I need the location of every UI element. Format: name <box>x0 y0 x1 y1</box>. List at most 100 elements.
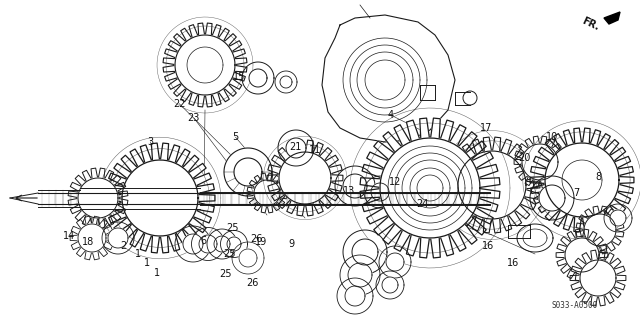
Text: 17: 17 <box>480 122 493 133</box>
Polygon shape <box>382 277 398 293</box>
Polygon shape <box>105 143 215 253</box>
Polygon shape <box>108 228 128 248</box>
Polygon shape <box>380 138 480 238</box>
Text: 6: 6 <box>200 236 207 246</box>
Polygon shape <box>343 174 367 198</box>
Text: 26: 26 <box>246 278 259 288</box>
Text: 16: 16 <box>507 258 520 268</box>
Text: 1: 1 <box>154 268 160 278</box>
Polygon shape <box>348 263 372 287</box>
Text: 8: 8 <box>595 172 602 182</box>
Polygon shape <box>280 76 292 88</box>
Text: 26: 26 <box>250 234 262 244</box>
Polygon shape <box>249 69 267 87</box>
Polygon shape <box>379 246 411 278</box>
Text: 1: 1 <box>144 258 150 268</box>
Polygon shape <box>522 144 558 180</box>
Polygon shape <box>122 160 198 236</box>
Polygon shape <box>38 190 80 207</box>
Polygon shape <box>360 118 500 258</box>
Text: 5: 5 <box>232 132 239 142</box>
Polygon shape <box>458 151 526 219</box>
Polygon shape <box>335 166 375 206</box>
Polygon shape <box>191 227 225 261</box>
Polygon shape <box>267 140 343 216</box>
Polygon shape <box>604 12 620 24</box>
Polygon shape <box>68 168 128 228</box>
Polygon shape <box>207 229 237 259</box>
Polygon shape <box>279 152 331 204</box>
Text: 13: 13 <box>342 186 355 197</box>
Polygon shape <box>570 250 626 306</box>
Polygon shape <box>239 249 257 267</box>
Polygon shape <box>275 71 297 93</box>
Polygon shape <box>227 237 241 251</box>
Polygon shape <box>214 236 230 252</box>
Text: 3: 3 <box>147 137 154 147</box>
Polygon shape <box>337 278 373 314</box>
Polygon shape <box>604 204 632 232</box>
Text: 25: 25 <box>219 269 232 279</box>
Polygon shape <box>530 176 574 220</box>
Text: 18: 18 <box>81 237 94 248</box>
Polygon shape <box>539 185 565 211</box>
Text: FR.: FR. <box>580 16 601 32</box>
Polygon shape <box>345 286 365 306</box>
Polygon shape <box>278 130 314 166</box>
Polygon shape <box>70 216 114 260</box>
Polygon shape <box>514 136 566 188</box>
Polygon shape <box>183 234 203 254</box>
Text: 7: 7 <box>573 188 579 198</box>
Polygon shape <box>242 62 274 94</box>
Polygon shape <box>232 242 264 274</box>
Polygon shape <box>444 137 540 233</box>
Polygon shape <box>610 210 626 226</box>
Polygon shape <box>530 128 634 232</box>
Text: S033-A0500: S033-A0500 <box>552 300 598 309</box>
Polygon shape <box>175 35 235 95</box>
Text: 4: 4 <box>387 110 394 120</box>
Polygon shape <box>199 235 217 253</box>
Text: 20: 20 <box>518 153 531 163</box>
Polygon shape <box>224 148 272 196</box>
Text: 15: 15 <box>232 71 245 82</box>
Text: 24: 24 <box>416 199 429 209</box>
Polygon shape <box>78 224 106 252</box>
Polygon shape <box>38 193 490 204</box>
Polygon shape <box>580 260 616 296</box>
Polygon shape <box>102 222 134 254</box>
Text: 2: 2 <box>120 241 127 251</box>
Polygon shape <box>364 176 396 208</box>
Polygon shape <box>343 230 387 274</box>
Text: 12: 12 <box>389 177 402 187</box>
Polygon shape <box>576 206 624 254</box>
Polygon shape <box>234 158 262 186</box>
Text: 11: 11 <box>308 145 321 155</box>
Text: 25: 25 <box>226 223 239 233</box>
Polygon shape <box>584 214 616 246</box>
Text: 1: 1 <box>134 249 141 259</box>
Polygon shape <box>371 183 389 201</box>
Polygon shape <box>78 178 118 218</box>
Polygon shape <box>545 143 619 217</box>
Polygon shape <box>163 23 247 107</box>
Polygon shape <box>247 173 287 213</box>
Polygon shape <box>340 255 380 295</box>
Polygon shape <box>286 138 306 158</box>
Polygon shape <box>565 238 599 272</box>
Text: 10: 10 <box>545 132 558 142</box>
Polygon shape <box>556 229 608 281</box>
Polygon shape <box>254 180 280 206</box>
Text: 9: 9 <box>288 239 294 249</box>
Text: 19: 19 <box>255 237 268 248</box>
Text: 21: 21 <box>289 142 302 152</box>
Text: 23: 23 <box>188 113 200 123</box>
Polygon shape <box>352 239 378 265</box>
Polygon shape <box>376 271 404 299</box>
Polygon shape <box>322 15 455 142</box>
Text: 22: 22 <box>173 99 186 109</box>
Text: 25: 25 <box>223 249 236 259</box>
Polygon shape <box>175 226 211 262</box>
Polygon shape <box>386 253 404 271</box>
Text: 14: 14 <box>63 231 76 241</box>
